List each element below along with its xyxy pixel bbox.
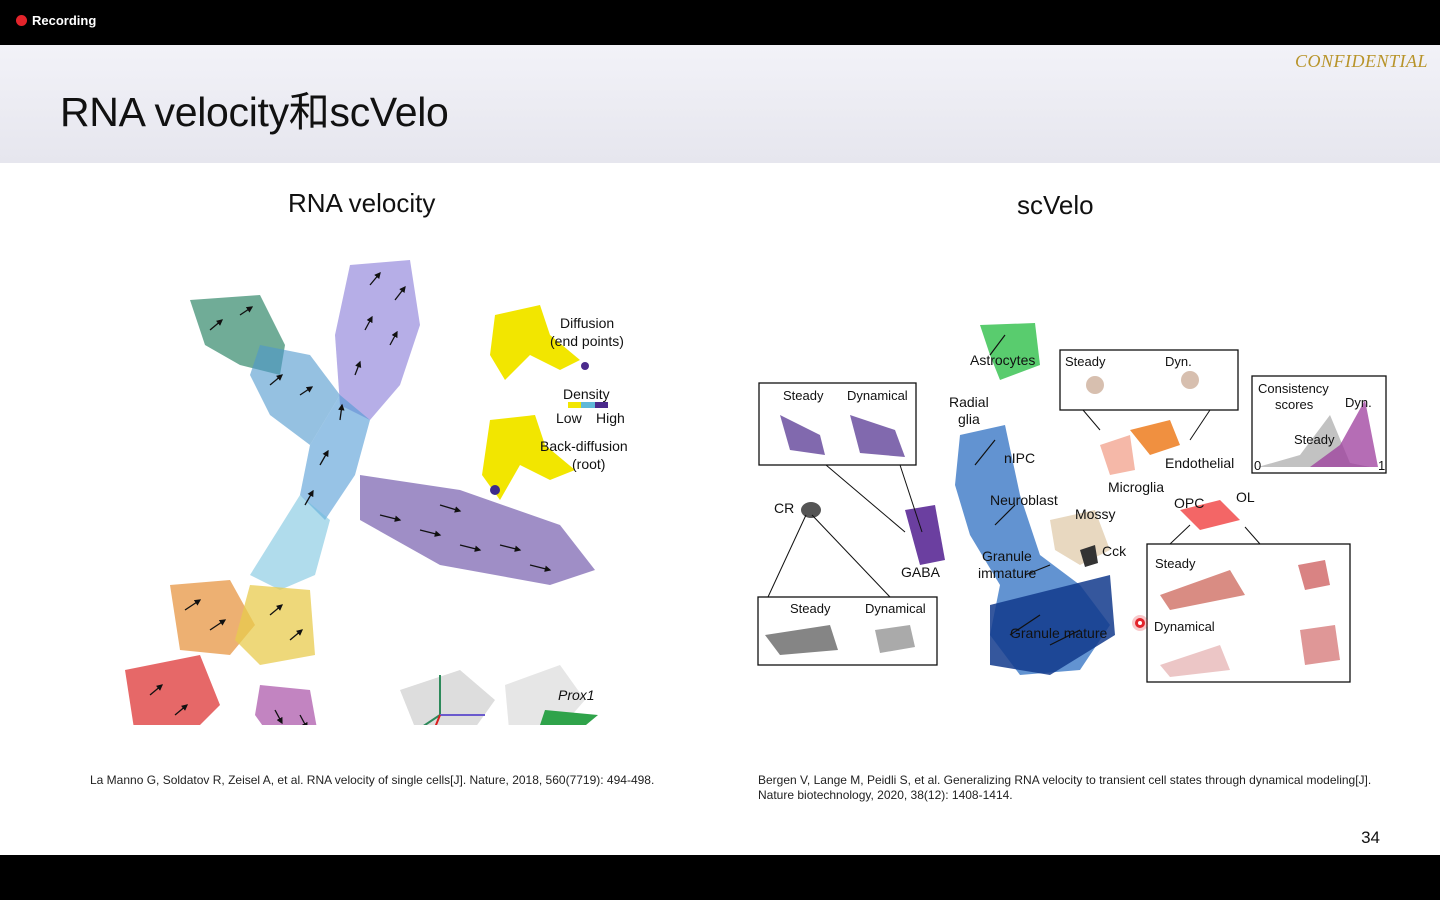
mossy-label: Mossy [1075, 506, 1115, 522]
consistency-label: Consistency [1258, 381, 1329, 396]
neuroblast-label: Neuroblast [990, 492, 1058, 508]
ol-steady-label: Steady [1155, 556, 1196, 571]
scvelo-heading: scVelo [1017, 190, 1094, 220]
confidential-watermark: CONFIDENTIAL [1294, 51, 1428, 71]
glia-label: glia [958, 411, 980, 427]
left-reference: La Manno G, Soldatov R, Zeisel A, et al.… [90, 773, 655, 787]
gaba-steady-label: Steady [783, 388, 824, 403]
page-number: 34 [1361, 828, 1380, 847]
right-reference: Bergen V, Lange M, Peidli S, et al. Gene… [758, 773, 1371, 803]
ol-dynamical-label: Dynamical [1154, 619, 1215, 634]
microglia-steady-label: Steady [1065, 354, 1106, 369]
cck-label: Cck [1102, 543, 1127, 559]
cell-embedding [125, 260, 595, 725]
diffusion-inset [482, 305, 589, 500]
granule-label: Granule [982, 548, 1032, 564]
radial-label: Radial [949, 394, 989, 410]
ol-label: OL [1236, 489, 1255, 505]
velocity-arrows [149, 272, 552, 725]
immature-label: immature [978, 565, 1037, 581]
consistency-steady-label: Steady [1294, 432, 1335, 447]
bottom-bar [0, 855, 1440, 900]
recording-label: Recording [32, 13, 97, 28]
scvelo-streamlines [974, 334, 1081, 646]
scvelo-embedding [801, 323, 1240, 675]
end-points-label: (end points) [550, 333, 624, 349]
gaba-label: GABA [901, 564, 941, 580]
right-reference-line1: Bergen V, Lange M, Peidli S, et al. Gene… [758, 773, 1372, 787]
astrocytes-label: Astrocytes [970, 352, 1035, 368]
endothelial-label: Endothelial [1165, 455, 1234, 471]
scores-label: scores [1275, 397, 1314, 412]
lineage-inset [400, 670, 495, 725]
opc-label: OPC [1174, 495, 1204, 511]
record-dot-icon [16, 15, 27, 26]
slide-title: RNA velocity和scVelo [60, 89, 449, 135]
density-low-label: Low [556, 410, 583, 426]
prox1-label: Prox1 [558, 687, 595, 703]
gaba-box [758, 382, 923, 533]
granule-mature-label: Granule mature [1010, 625, 1107, 641]
nipc-label: nIPC [1004, 450, 1035, 466]
root-label: (root) [572, 456, 605, 472]
microglia-box [1059, 349, 1239, 441]
right-reference-line2: Nature biotechnology, 2020, 38(12): 1408… [758, 788, 1013, 802]
cr-label: CR [774, 500, 794, 516]
slide-header: RNA velocity和scVelo CONFIDENTIAL [0, 45, 1440, 163]
recording-indicator[interactable]: Recording [16, 13, 96, 28]
density-label: Density [563, 386, 610, 402]
ol-box [1146, 524, 1351, 683]
consistency-box [1251, 375, 1387, 474]
gaba-dynamical-label: Dynamical [847, 388, 908, 403]
diffusion-label: Diffusion [560, 315, 614, 331]
consistency-dyn-label: Dyn. [1345, 395, 1372, 410]
cr-box [757, 514, 938, 666]
microglia-label: Microglia [1108, 479, 1164, 495]
rna-velocity-figure: Diffusion (end points) Density Low High … [125, 260, 628, 725]
rna-velocity-heading: RNA velocity [288, 188, 436, 218]
cursor-pointer-icon [1135, 618, 1145, 628]
axis-min-label: 0 [1254, 458, 1261, 473]
density-colorbar [568, 402, 608, 408]
slide: RNA velocity和scVelo CONFIDENTIAL RNA vel… [0, 45, 1440, 855]
density-high-label: High [596, 410, 625, 426]
cr-dynamical-label: Dynamical [865, 601, 926, 616]
scvelo-figure: Astrocytes Radial glia nIPC Neuroblast G… [757, 323, 1387, 683]
recording-bar: Recording [0, 0, 1440, 45]
back-diffusion-label: Back-diffusion [540, 438, 628, 454]
prox1-inset [505, 665, 598, 725]
microglia-dyn-label: Dyn. [1165, 354, 1192, 369]
cr-steady-label: Steady [790, 601, 831, 616]
axis-max-label: 1 [1378, 458, 1385, 473]
